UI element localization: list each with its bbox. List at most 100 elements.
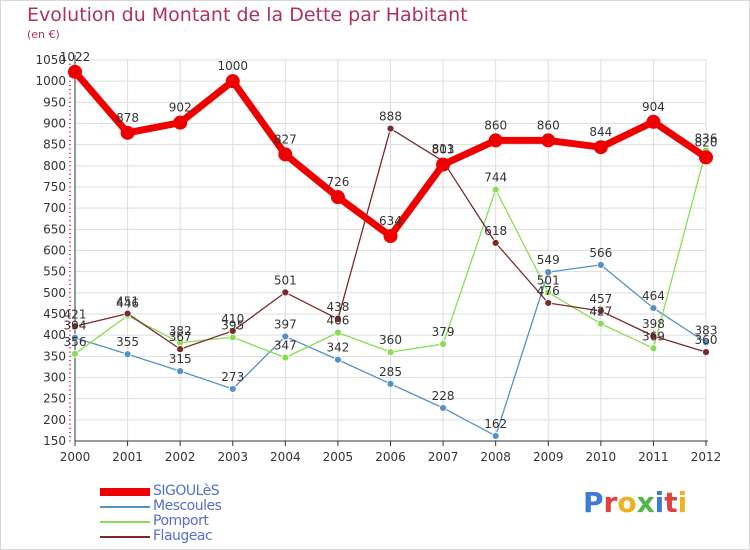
data-point (228, 327, 237, 335)
data-label: 382 (169, 324, 192, 338)
data-point (596, 307, 605, 315)
x-tick-label: 2004 (270, 450, 301, 464)
data-label: 566 (589, 246, 612, 260)
y-tick-label: 800 (43, 159, 66, 173)
data-point (439, 340, 447, 348)
data-point (702, 348, 710, 357)
data-point (649, 332, 658, 340)
y-tick-label: 300 (43, 371, 66, 385)
data-point (386, 348, 395, 357)
x-tick-label: 2006 (375, 450, 406, 464)
logo-letter: o (617, 486, 637, 519)
data-point (649, 344, 658, 353)
data-point (281, 353, 290, 362)
data-point (173, 115, 188, 130)
data-label: 811 (432, 142, 455, 156)
data-label: 273 (221, 370, 244, 384)
y-tick-label: 1000 (35, 74, 66, 88)
data-point (383, 229, 398, 244)
data-point (593, 140, 608, 155)
y-tick-label: 600 (43, 244, 66, 258)
data-label: 464 (642, 289, 665, 303)
data-label: 446 (116, 297, 139, 311)
data-point (71, 333, 79, 342)
data-point (176, 367, 185, 376)
data-point (544, 299, 553, 307)
y-tick-label: 200 (43, 413, 66, 427)
y-tick-label: 350 (43, 349, 66, 363)
y-tick-label: 500 (43, 286, 66, 300)
y-tick-label: 1050 (35, 53, 66, 67)
data-point (334, 355, 342, 364)
x-tick-label: 2001 (112, 450, 143, 464)
data-label: 820 (695, 135, 718, 149)
data-label: 360 (379, 333, 402, 347)
data-label: 744 (484, 171, 507, 185)
data-label: 369 (642, 329, 665, 343)
logo-letter: t (664, 486, 678, 519)
data-label: 398 (642, 317, 665, 331)
data-label: 228 (432, 389, 455, 403)
data-point (491, 185, 500, 194)
data-label: 383 (695, 323, 718, 337)
chart-title: Evolution du Montant de la Dette par Hab… (27, 4, 468, 26)
data-label: 902 (169, 101, 192, 115)
data-label: 356 (64, 335, 87, 349)
x-tick-label: 2011 (638, 450, 669, 464)
x-tick-label: 2003 (217, 450, 248, 464)
data-label: 421 (64, 307, 87, 321)
x-tick-label: 2009 (533, 450, 564, 464)
data-label: 379 (432, 325, 455, 339)
data-point (120, 125, 135, 140)
proxiti-logo: Proxiti (583, 486, 687, 519)
y-tick-label: 950 (43, 95, 66, 109)
series-lines (68, 64, 713, 440)
x-tick-label: 2008 (480, 450, 511, 464)
data-label: 860 (484, 118, 507, 132)
data-label: 803 (432, 143, 455, 157)
y-tick-label: 650 (43, 222, 66, 236)
data-label: 315 (169, 352, 192, 366)
unit-label: (en €) (27, 28, 60, 41)
data-point (281, 332, 290, 341)
legend-swatch (100, 488, 150, 496)
x-tick-label: 2012 (691, 450, 722, 464)
data-label: 451 (116, 295, 139, 309)
axes: 150 200 250 300 350 400 450 500 550 600 650 700 750 8… (35, 53, 721, 464)
data-label: 860 (537, 118, 560, 132)
data-label: 878 (116, 111, 139, 125)
y-tick-label: 850 (43, 138, 66, 152)
logo-letter: i (654, 486, 665, 519)
data-label: 476 (537, 284, 560, 298)
data-label: 342 (326, 341, 349, 355)
data-point (699, 150, 713, 165)
data-point (646, 114, 661, 129)
data-label: 360 (695, 333, 718, 347)
data-labels: 3943553152733973422852281625495664643833… (60, 50, 718, 431)
data-point (123, 309, 132, 318)
data-label: 394 (64, 319, 87, 333)
logo-letter: x (636, 486, 655, 519)
data-label: 1000 (217, 59, 248, 73)
data-point (436, 157, 451, 172)
logo-letter: r (603, 486, 618, 519)
data-label: 888 (379, 110, 402, 124)
data-label: 395 (221, 318, 244, 332)
y-tick-label: 700 (43, 201, 66, 215)
data-label: 726 (326, 175, 349, 189)
data-label: 618 (484, 224, 507, 238)
data-label: 827 (274, 132, 297, 146)
data-label: 844 (589, 125, 612, 139)
legend-swatch (100, 506, 150, 508)
data-point (544, 268, 553, 276)
y-tick-label: 400 (43, 328, 66, 342)
data-point (176, 345, 185, 354)
y-tick-label: 150 (43, 434, 66, 448)
data-point (330, 190, 345, 205)
legend-label: Flaugeac (153, 528, 213, 544)
data-point (228, 385, 237, 393)
data-label: 406 (326, 314, 349, 328)
legend-label: Pomport (153, 513, 209, 529)
x-tick-label: 2005 (323, 450, 354, 464)
